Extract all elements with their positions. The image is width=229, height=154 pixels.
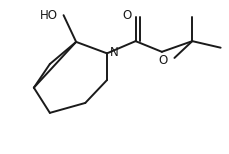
Text: HO: HO	[40, 9, 58, 22]
Text: N: N	[109, 46, 118, 59]
Text: O: O	[122, 9, 131, 22]
Text: O: O	[158, 54, 167, 67]
